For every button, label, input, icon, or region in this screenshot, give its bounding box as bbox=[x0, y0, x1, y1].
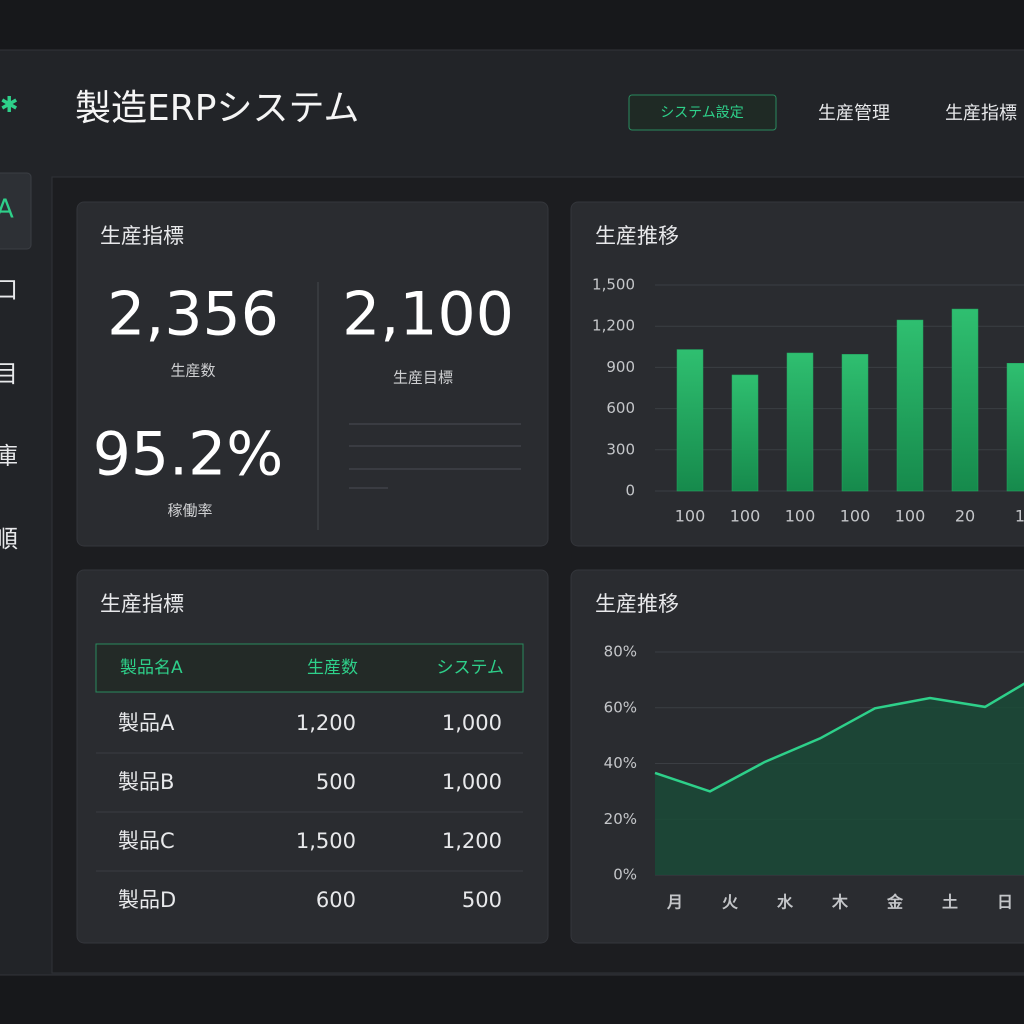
metric-label: 生産数 bbox=[170, 362, 215, 380]
bar bbox=[841, 354, 869, 492]
table-header-cell: システム bbox=[437, 658, 505, 678]
sidebar-item[interactable]: 庫 bbox=[0, 442, 18, 470]
x-tick-label: 100 bbox=[785, 507, 816, 526]
sidebar-item[interactable]: 目 bbox=[0, 360, 18, 388]
metric-value: 95.2% bbox=[93, 420, 284, 490]
app-title: 製造ERPシステム bbox=[75, 88, 359, 129]
card-title: 生産指標 bbox=[100, 592, 184, 616]
nav-item[interactable]: 生産指標 bbox=[945, 103, 1017, 124]
table-cell: 製品B bbox=[118, 770, 174, 794]
x-tick-label: 100 bbox=[840, 507, 871, 526]
table-cell: 製品C bbox=[118, 829, 175, 853]
x-tick-label: 100 bbox=[895, 507, 926, 526]
x-tick-label: 木 bbox=[831, 893, 849, 912]
table-cell: 1,500 bbox=[296, 829, 356, 853]
x-tick-label: 100 bbox=[675, 507, 706, 526]
y-tick-label: 1,500 bbox=[592, 276, 635, 294]
table-cell: 製品A bbox=[118, 711, 175, 735]
table-header-cell: 製品名A bbox=[120, 658, 183, 678]
table-cell: 製品D bbox=[118, 888, 176, 912]
table-cell: 1,000 bbox=[442, 770, 502, 794]
nav-item[interactable]: 生産管理 bbox=[818, 103, 890, 124]
x-tick-label: 100 bbox=[730, 507, 761, 526]
x-tick-label: 日 bbox=[997, 893, 1013, 912]
y-tick-label: 0 bbox=[625, 482, 635, 500]
x-tick-label: 1 bbox=[1015, 507, 1024, 526]
y-tick-label: 300 bbox=[606, 440, 635, 458]
metric-label: 稼働率 bbox=[167, 502, 212, 520]
table-cell: 600 bbox=[316, 888, 356, 912]
y-tick-label: 600 bbox=[606, 399, 635, 417]
sidebar-item[interactable]: 順 bbox=[0, 525, 18, 553]
table-cell: 500 bbox=[462, 888, 502, 912]
y-tick-label: 1,200 bbox=[592, 317, 635, 335]
bar bbox=[951, 308, 979, 492]
bar bbox=[1006, 363, 1024, 492]
y-tick-label: 60% bbox=[604, 698, 637, 716]
card-title: 生産指標 bbox=[100, 224, 184, 248]
metric-label: 生産目標 bbox=[393, 369, 453, 387]
bar bbox=[786, 352, 814, 492]
x-tick-label: 土 bbox=[942, 893, 958, 912]
metric-value: 2,356 bbox=[107, 280, 279, 350]
sidebar-item[interactable]: A bbox=[0, 195, 14, 225]
y-tick-label: 900 bbox=[606, 358, 635, 376]
x-tick-label: 火 bbox=[722, 893, 739, 912]
card-title: 生産推移 bbox=[595, 592, 679, 616]
card-title: 生産推移 bbox=[595, 224, 679, 248]
table-cell: 1,200 bbox=[442, 829, 502, 853]
nav-item[interactable]: システム設定 bbox=[660, 105, 744, 121]
sidebar-item[interactable]: 口 bbox=[0, 276, 18, 304]
metric-value: 2,100 bbox=[342, 280, 514, 350]
nav-button-active[interactable] bbox=[628, 94, 777, 131]
x-tick-label: 月 bbox=[666, 893, 683, 912]
x-tick-label: 金 bbox=[886, 893, 904, 912]
logo: ✱ bbox=[0, 93, 18, 118]
table-header-cell: 生産数 bbox=[307, 658, 358, 678]
table-cell: 1,200 bbox=[296, 711, 356, 735]
x-tick-label: 20 bbox=[955, 507, 975, 526]
table-cell: 500 bbox=[316, 770, 356, 794]
y-tick-label: 40% bbox=[604, 754, 637, 772]
table-cell: 1,000 bbox=[442, 711, 502, 735]
bar bbox=[896, 319, 924, 492]
y-tick-label: 80% bbox=[604, 643, 637, 661]
card bbox=[76, 201, 549, 547]
area bbox=[655, 683, 1024, 875]
y-tick-label: 0% bbox=[613, 866, 637, 884]
x-tick-label: 水 bbox=[777, 893, 794, 912]
bar bbox=[731, 374, 759, 492]
bar bbox=[676, 349, 704, 492]
sidebar-active[interactable] bbox=[0, 172, 32, 250]
y-tick-label: 20% bbox=[604, 810, 637, 828]
line bbox=[654, 682, 1024, 793]
table-header bbox=[95, 643, 524, 693]
